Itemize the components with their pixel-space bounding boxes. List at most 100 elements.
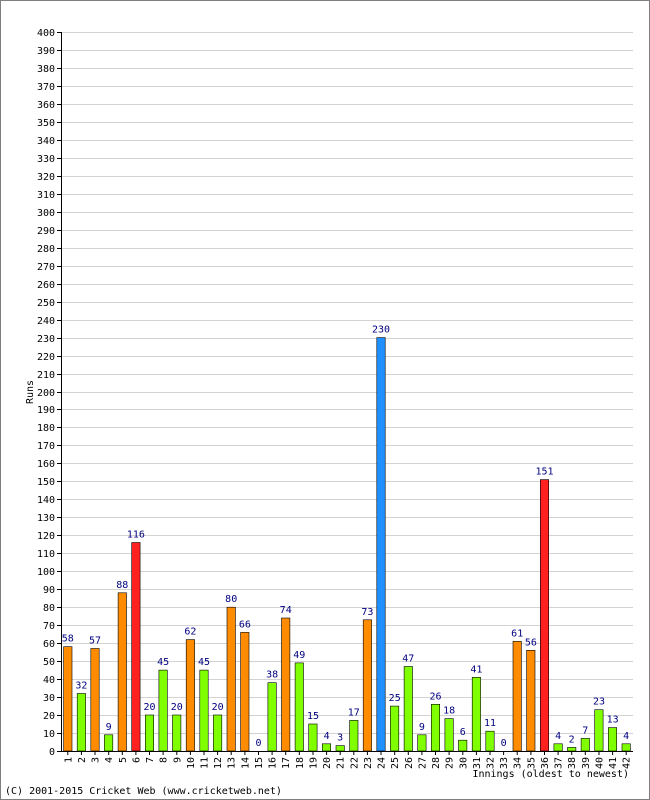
data-label: 38 [266,670,278,681]
data-label: 45 [198,657,210,668]
bar [117,592,127,752]
y-tick-label: 160 [37,459,55,470]
x-tick-label: 26 [404,757,415,769]
x-tick-label: 33 [499,757,510,769]
data-label: 58 [62,634,74,645]
y-tick-label: 250 [37,298,55,309]
x-tick-label: 10 [186,757,197,769]
bar [430,703,440,752]
x-tick-label: 16 [268,757,279,769]
data-label: 15 [307,711,319,722]
y-tick-label: 10 [43,729,55,740]
bar [417,734,427,752]
x-tick-label: 23 [363,757,374,769]
x-tick-label: 15 [254,757,265,769]
data-label: 17 [348,707,360,718]
y-tick-label: 280 [37,244,55,255]
y-tick-label: 300 [37,208,55,219]
x-tick-label: 40 [595,757,606,769]
y-tick-label: 360 [37,100,55,111]
bar [512,641,522,752]
x-tick-label: 36 [540,757,551,769]
bar [281,617,291,752]
y-tick-label: 230 [37,334,55,345]
data-label: 88 [116,580,128,591]
data-label: 20 [171,702,183,713]
y-tick-label: 150 [37,477,55,488]
data-label: 47 [402,654,414,665]
x-tick-label: 42 [622,757,633,769]
x-axis-title: Innings (oldest to newest) [472,769,629,780]
y-tick-label: 220 [37,352,55,363]
bar [199,669,209,752]
data-label: 151 [535,467,553,478]
x-tick-label: 13 [227,757,238,769]
data-label: 45 [157,657,169,668]
data-label: 4 [324,731,330,742]
y-tick-label: 120 [37,531,55,542]
x-tick-label: 38 [567,757,578,769]
y-tick-label: 320 [37,172,55,183]
data-label: 0 [501,738,507,749]
bar [458,739,468,752]
bar [403,666,413,752]
x-tick-label: 37 [554,757,565,769]
x-tick-label: 7 [145,757,156,763]
data-label: 56 [525,637,537,648]
bar [172,714,182,752]
bar [621,743,631,752]
data-label: 74 [280,605,292,616]
bar [485,730,495,752]
x-tick-label: 2 [77,757,88,763]
x-tick-label: 28 [431,757,442,769]
y-tick-label: 90 [43,585,55,596]
data-label: 9 [106,722,112,733]
data-label: 13 [607,715,619,726]
bar [321,743,331,752]
y-tick-label: 340 [37,136,55,147]
y-tick-label: 370 [37,82,55,93]
y-tick-label: 110 [37,549,55,560]
x-tick-label: 41 [608,757,619,769]
y-tick-label: 350 [37,118,55,129]
x-tick-label: 1 [63,757,74,763]
bars [63,337,631,752]
data-label: 7 [582,725,588,736]
bar [567,747,577,752]
x-tick-label: 27 [417,757,428,769]
bar [131,542,141,752]
y-tick-label: 390 [37,46,55,57]
data-label: 116 [127,530,145,541]
y-tick-label: 210 [37,370,55,381]
y-tick-label: 30 [43,693,55,704]
x-tick-label: 31 [472,757,483,769]
y-tick-label: 100 [37,567,55,578]
y-tick-label: 180 [37,423,55,434]
data-label: 73 [361,607,373,618]
y-tick-label: 70 [43,621,55,632]
y-tick-label: 60 [43,639,55,650]
bar [158,669,168,752]
bar [362,619,372,752]
x-tick-label: 32 [486,757,497,769]
bar [213,714,223,752]
data-label: 20 [143,702,155,713]
y-tick-label: 190 [37,405,55,416]
bar [526,649,536,752]
y-tick-label: 270 [37,262,55,273]
x-tick-label: 25 [390,757,401,769]
bar [185,639,195,752]
bar [607,727,617,752]
data-label: 32 [75,681,87,692]
x-tick-label: 18 [295,757,306,769]
y-axis-ticks: 0 10 20 30 40 50 60 70 80 90 100 110 120 130 140 150 160… [37,28,61,758]
y-tick-label: 80 [43,603,55,614]
x-tick-label: 30 [458,757,469,769]
data-label: 4 [555,731,561,742]
x-tick-label: 4 [104,757,115,763]
x-tick-label: 21 [336,757,347,769]
bar [267,682,277,752]
